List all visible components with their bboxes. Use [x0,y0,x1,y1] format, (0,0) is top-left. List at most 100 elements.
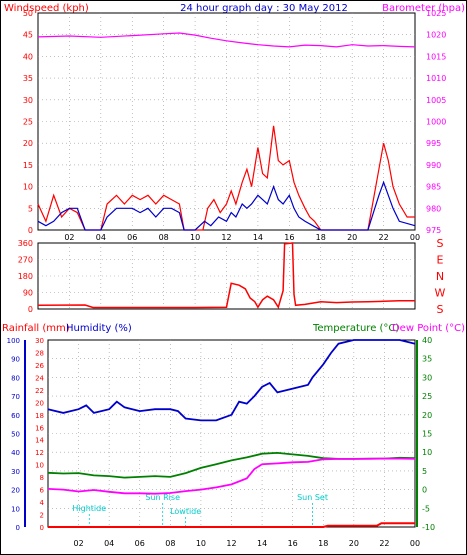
humidity-tick-label: 100 [7,337,20,345]
humidity-tick-label: 60 [11,412,20,420]
compass-label: E [437,254,444,267]
wind-tick-label: 30 [23,96,33,105]
barometer-tick-label: 975 [426,226,441,235]
x-tick-label: 06 [135,539,145,548]
rainfall-series-line [48,522,415,528]
humidity-tick-label: 70 [11,393,20,401]
x-tick-label: 22 [379,539,389,548]
rain-tick-label: 22 [35,387,44,395]
temperature-tick-label: 25 [422,392,432,401]
x-tick-label: 12 [226,539,236,548]
direction-tick-label: 0 [28,305,33,314]
x-tick-label: 16 [284,233,294,242]
x-tick-label: 10 [190,233,200,242]
barometer-tick-label: 980 [426,204,441,213]
humidity-tick-label: 40 [11,449,20,457]
rain-tick-label: 0 [40,524,44,532]
annotation-label: Sun Set [297,493,328,502]
x-tick-label: 16 [288,539,298,548]
rain-tick-label: 4 [40,499,45,507]
x-tick-label: 00 [410,539,420,548]
wind-tick-label: 15 [23,161,33,170]
rain-tick-label: 14 [35,437,44,445]
direction-tick-label: 180 [18,272,33,281]
temperature-tick-label: 10 [422,448,432,457]
humidity-tick-label: 0 [16,524,20,532]
wind-tick-label: 35 [23,74,33,83]
temperature-tick-label: -10 [422,523,435,532]
temperature-tick-label: 15 [422,430,432,439]
rain-tick-label: 2 [40,512,44,520]
direction-tick-label: 360 [18,239,33,248]
x-tick-label: 08 [159,233,169,242]
x-tick-label: 08 [165,539,175,548]
x-tick-label: 20 [347,233,357,242]
wind-tick-label: 45 [23,31,33,40]
x-tick-label: 14 [257,539,267,548]
humidity-tick-label: 30 [11,468,20,476]
rain-tick-label: 20 [35,399,44,407]
rain-tick-label: 6 [40,487,45,495]
wind-tick-label: 5 [28,204,33,213]
direction-tick-label: 270 [18,256,33,265]
direction-tick-label: 90 [23,289,33,298]
x-tick-label: 04 [104,539,114,548]
rain-tick-label: 8 [40,474,44,482]
x-tick-label: 12 [221,233,231,242]
humidity-series-line [47,339,416,422]
compass-label: W [435,287,446,300]
wind-tick-label: 20 [23,139,33,148]
rain-tick-label: 26 [35,362,44,370]
wind-tick-label: 50 [23,9,33,18]
x-tick-label: 10 [196,539,206,548]
gust-series-line [37,180,416,231]
temperature-tick-label: 35 [422,355,432,364]
rain-tick-label: 28 [35,349,44,357]
humidity-tick-label: 10 [11,505,20,513]
barometer-tick-label: 985 [426,183,441,192]
x-tick-label: 20 [349,539,359,548]
humidity-tick-label: 90 [11,356,20,364]
rain-tick-label: 10 [35,462,44,470]
rain-tick-label: 30 [35,337,44,345]
temperature-tick-label: -5 [422,504,430,513]
x-tick-label: 14 [253,233,263,242]
x-tick-label: 18 [318,539,328,548]
rain-tick-label: 12 [35,449,44,457]
rain-tick-label: 24 [35,374,44,382]
wind-tick-label: 10 [23,183,33,192]
annotation-label: Lowtide [170,507,201,516]
barometer-tick-label: 995 [426,139,441,148]
barometer-tick-label: 1025 [426,9,446,18]
barometer-tick-label: 990 [426,161,441,170]
compass-label: S [437,237,444,250]
x-tick-label: 18 [316,233,326,242]
chart-title: 24 hour graph day : 30 May 2012 [180,3,348,14]
rain-axis-label: Rainfall (mm) [2,323,70,334]
humidity-tick-label: 20 [11,487,20,495]
right-axis-label-barometer: Barometer (hpa) [382,3,465,14]
rain-tick-label: 18 [35,412,44,420]
x-tick-label: 02 [64,233,74,242]
humidity-tick-label: 80 [11,374,20,382]
barometer-tick-label: 1020 [426,31,446,40]
temperature-tick-label: 40 [422,336,432,345]
compass-label: S [437,303,444,316]
humidity-axis-label: Humidity (%) [66,323,132,334]
compass-label: N [436,270,444,283]
dewpoint-series-line [47,457,416,495]
wind-tick-label: 40 [23,52,33,61]
windspeed-series-line [37,125,415,231]
barometer-tick-label: 1015 [426,52,446,61]
wind-tick-label: 0 [28,226,33,235]
humidity-tick-label: 50 [11,431,20,439]
annotation-label: Sun Rise [145,493,180,502]
barometer-tick-label: 1005 [426,96,446,105]
barometer-series-line [37,32,416,48]
annotation-label: Hightide [72,504,106,513]
temperature-tick-label: 20 [422,411,432,420]
direction-series-line [37,242,415,310]
